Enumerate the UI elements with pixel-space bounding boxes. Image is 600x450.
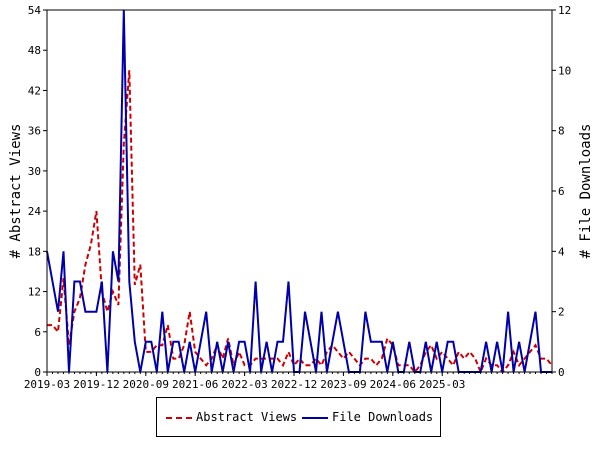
y-tick-label: 18 — [28, 245, 41, 258]
series-line-abstract-views — [47, 70, 553, 375]
x-tick-label: 2025-03 — [419, 378, 465, 391]
y2-tick-label: 12 — [558, 4, 571, 17]
y-tick-label: 12 — [28, 286, 41, 299]
legend-label-abstract-views: Abstract Views — [196, 410, 298, 424]
y-tick-label: 24 — [28, 205, 42, 218]
y2-tick-label: 2 — [558, 306, 565, 319]
chart-legend: Abstract Views File Downloads — [156, 397, 441, 437]
x-tick-label: 2024-06 — [370, 378, 416, 391]
x-tick-label: 2022-12 — [271, 378, 317, 391]
y-tick-label: 54 — [28, 4, 42, 17]
y-tick-label: 48 — [28, 44, 41, 57]
x-tick-label: 2019-12 — [73, 378, 119, 391]
y2-axis-title: # File Downloads — [578, 124, 594, 259]
y2-tick-label: 0 — [558, 366, 565, 379]
legend-swatch-file-downloads — [302, 417, 328, 419]
y2-tick-label: 8 — [558, 125, 565, 138]
y-tick-label: 6 — [34, 326, 41, 339]
y-axis-title: # Abstract Views — [8, 124, 24, 259]
y-tick-label: 30 — [28, 165, 41, 178]
y-tick-label: 0 — [34, 366, 41, 379]
y-tick-label: 36 — [28, 125, 41, 138]
y2-tick-label: 4 — [558, 245, 565, 258]
y2-tick-label: 6 — [558, 185, 565, 198]
x-tick-label: 2020-09 — [123, 378, 169, 391]
x-tick-label: 2022-03 — [221, 378, 267, 391]
x-tick-label: 2023-09 — [320, 378, 366, 391]
x-tick-label: 2019-03 — [24, 378, 70, 391]
y2-tick-label: 10 — [558, 64, 571, 77]
legend-label-file-downloads: File Downloads — [332, 410, 434, 424]
legend-swatch-abstract-views — [166, 417, 192, 419]
y-tick-label: 42 — [28, 84, 41, 97]
x-tick-label: 2021-06 — [172, 378, 218, 391]
